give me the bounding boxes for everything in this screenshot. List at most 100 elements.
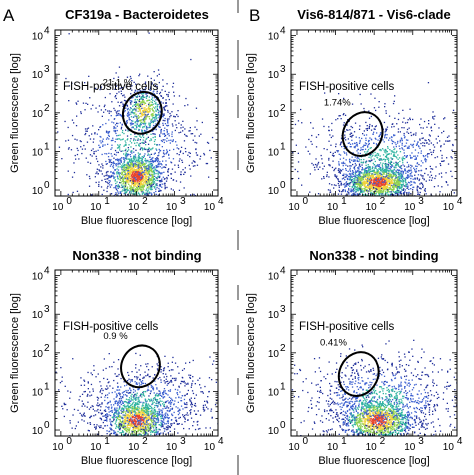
y-tick-exponent: 2 <box>44 343 50 354</box>
x-tick-exponent: 3 <box>180 436 186 447</box>
panel-letter-a: A <box>3 6 15 25</box>
x-tick-label: 10 <box>128 442 140 453</box>
x-tick-label: 10 <box>288 202 300 213</box>
x-tick-exponent: 4 <box>457 436 463 447</box>
y-axis-label: Green fluorescence [log] <box>245 53 257 173</box>
x-tick-exponent: 2 <box>380 436 386 447</box>
gate-ellipse <box>121 90 163 135</box>
x-tick-label: 10 <box>166 202 178 213</box>
x-tick-exponent: 4 <box>218 196 224 207</box>
x-tick-label: 10 <box>90 202 102 213</box>
y-tick-exponent: 0 <box>280 180 286 191</box>
density-points <box>55 352 218 436</box>
gate-percent: 0.9 % <box>103 331 128 342</box>
y-tick-exponent: 3 <box>44 64 50 75</box>
x-tick-label: 10 <box>52 202 64 213</box>
y-tick-exponent: 3 <box>280 64 286 75</box>
x-tick-exponent: 1 <box>104 436 110 447</box>
y-tick-label: 10 <box>268 387 280 398</box>
y-tick-label: 10 <box>268 32 280 43</box>
y-tick-label: 10 <box>268 70 280 81</box>
x-axis-label: Blue fluorescence [log] <box>81 455 192 467</box>
x-tick-exponent: 2 <box>142 436 148 447</box>
y-tick-exponent: 1 <box>44 141 50 152</box>
y-axis-label: Green fluorescence [log] <box>9 293 21 413</box>
x-tick-exponent: 3 <box>180 196 186 207</box>
axis-ticks <box>291 30 457 196</box>
x-tick-label: 10 <box>366 202 378 213</box>
y-tick-exponent: 4 <box>44 266 50 277</box>
x-tick-label: 10 <box>90 442 102 453</box>
x-tick-label: 10 <box>204 442 216 453</box>
y-tick-label: 10 <box>268 310 280 321</box>
annotation-label: FISH-positive cells <box>63 321 158 333</box>
x-tick-exponent: 1 <box>104 196 110 207</box>
y-tick-label: 10 <box>32 70 44 81</box>
x-tick-exponent: 2 <box>142 196 148 207</box>
x-tick-label: 10 <box>366 442 378 453</box>
y-tick-label: 10 <box>32 426 44 437</box>
x-tick-label: 10 <box>404 202 416 213</box>
y-tick-exponent: 1 <box>44 381 50 392</box>
y-tick-exponent: 3 <box>280 304 286 315</box>
y-tick-label: 10 <box>32 387 44 398</box>
x-tick-exponent: 4 <box>457 196 463 207</box>
y-tick-exponent: 3 <box>44 304 50 315</box>
annotation-label: FISH-positive cells <box>63 81 158 93</box>
y-tick-label: 10 <box>268 426 280 437</box>
x-tick-label: 10 <box>327 202 339 213</box>
y-axis-label: Green fluorescence [log] <box>245 293 257 413</box>
x-tick-exponent: 0 <box>66 196 72 207</box>
y-tick-exponent: 0 <box>280 420 286 431</box>
x-tick-label: 10 <box>443 442 455 453</box>
y-tick-label: 10 <box>32 186 44 197</box>
axis-ticks <box>291 270 457 436</box>
x-axis-label: Blue fluorescence [log] <box>81 215 192 227</box>
y-tick-exponent: 4 <box>44 26 50 37</box>
y-tick-label: 10 <box>268 186 280 197</box>
panel-letter-b: B <box>249 6 260 25</box>
y-tick-exponent: 2 <box>280 103 286 114</box>
x-tick-label: 10 <box>327 442 339 453</box>
x-tick-exponent: 1 <box>341 196 347 207</box>
annotation-label: FISH-positive cells <box>299 81 394 93</box>
y-tick-label: 10 <box>32 349 44 360</box>
annotation-label: FISH-positive cells <box>299 321 394 333</box>
gate-percent: 1.74% <box>324 98 351 109</box>
x-tick-label: 10 <box>204 202 216 213</box>
x-tick-label: 10 <box>404 442 416 453</box>
y-tick-exponent: 1 <box>280 381 286 392</box>
density-points <box>57 32 218 196</box>
y-tick-label: 10 <box>32 272 44 283</box>
y-tick-label: 10 <box>32 32 44 43</box>
x-axis-label: Blue fluorescence [log] <box>318 455 429 467</box>
x-tick-label: 10 <box>443 202 455 213</box>
y-tick-exponent: 4 <box>280 266 286 277</box>
y-tick-exponent: 1 <box>280 141 286 152</box>
x-tick-exponent: 4 <box>218 436 224 447</box>
chart-title: Non338 - not binding <box>309 248 438 263</box>
y-tick-label: 10 <box>32 109 44 120</box>
y-tick-exponent: 2 <box>280 343 286 354</box>
gate-ellipse <box>120 344 161 389</box>
y-tick-exponent: 0 <box>44 180 50 191</box>
y-tick-exponent: 2 <box>44 103 50 114</box>
gate-percent: 0.41% <box>320 338 347 349</box>
chart-title: Vis6-814/871 - Vis6-clade <box>297 7 450 22</box>
y-tick-exponent: 0 <box>44 420 50 431</box>
gate-percent: 21.1 % <box>103 78 133 89</box>
gate-ellipse <box>337 351 380 397</box>
y-tick-label: 10 <box>268 272 280 283</box>
x-tick-label: 10 <box>288 442 300 453</box>
y-tick-label: 10 <box>268 349 280 360</box>
y-tick-label: 10 <box>268 147 280 158</box>
axis-ticks <box>55 270 218 436</box>
y-tick-label: 10 <box>268 109 280 120</box>
x-tick-label: 10 <box>52 442 64 453</box>
gate-ellipse <box>341 111 384 157</box>
x-tick-exponent: 0 <box>66 436 72 447</box>
